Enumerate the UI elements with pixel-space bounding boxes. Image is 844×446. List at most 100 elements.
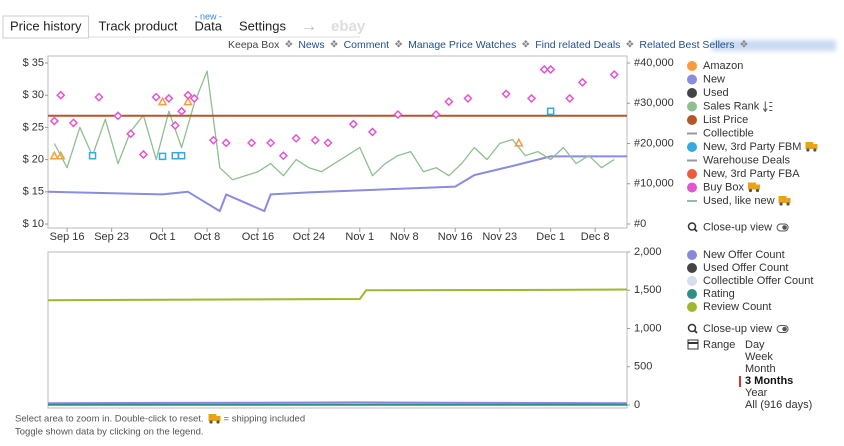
tab[interactable]: Track product <box>99 18 178 33</box>
price-point <box>88 151 97 160</box>
range-option[interactable]: Week <box>745 351 773 363</box>
legend-swatch[interactable] <box>687 182 697 193</box>
calendar-icon <box>687 339 699 350</box>
link-separator: ❖ <box>625 40 634 51</box>
y2-tick-label: #40,000 <box>634 57 674 69</box>
link-separator: ❖ <box>284 40 293 51</box>
y-tick-label: $ 20 <box>23 154 44 166</box>
ebay-logo[interactable]: ebay <box>331 18 366 35</box>
buy-box-point <box>463 93 473 103</box>
closeup-label[interactable]: Close-up view <box>703 323 772 335</box>
legend-swatch[interactable] <box>687 74 697 85</box>
legend-label[interactable]: Rating <box>703 288 735 300</box>
tab[interactable]: Price history <box>10 18 82 33</box>
legend-label[interactable]: Amazon <box>703 60 743 72</box>
shipping-icon <box>208 414 217 421</box>
legend-label[interactable]: New, 3rd Party FBM <box>703 141 801 153</box>
y-tick-label: $ 25 <box>23 121 44 133</box>
shipping-icon <box>747 182 756 190</box>
buy-box-point <box>177 106 187 116</box>
range-option[interactable]: Year <box>745 387 768 399</box>
legend-swatch[interactable] <box>687 302 697 312</box>
buy-box-point <box>138 149 149 160</box>
offer-chart-frame <box>47 251 628 409</box>
y2-tick-label: #20,000 <box>634 137 674 149</box>
legend-swatch[interactable] <box>687 61 697 71</box>
shipping-icon <box>209 420 213 424</box>
series-line <box>53 70 615 181</box>
link-separator: ❖ <box>330 40 339 51</box>
price-point <box>157 96 168 106</box>
x-tick-label: Sep 23 <box>94 231 129 243</box>
legend-swatch[interactable] <box>687 289 697 299</box>
legend-swatch[interactable] <box>687 142 697 152</box>
closeup-label[interactable]: Close-up view <box>703 221 772 233</box>
buy-box-point <box>501 89 511 99</box>
legend-label[interactable]: List Price <box>703 114 748 126</box>
buy-box-point <box>49 116 59 126</box>
shipping-icon <box>216 416 221 421</box>
buy-box-point <box>577 77 588 87</box>
range-option[interactable]: All (916 days) <box>745 399 812 411</box>
buy-box-point <box>151 92 161 102</box>
y2-tick-label: 1,000 <box>634 322 662 334</box>
range-option[interactable]: 3 Months <box>745 375 793 387</box>
link[interactable]: Related Best Sellers <box>639 39 734 51</box>
buy-box-point <box>609 70 619 80</box>
legend-label[interactable]: Used Offer Count <box>703 262 788 274</box>
legend-swatch[interactable] <box>687 101 697 112</box>
range-option[interactable]: Month <box>745 363 776 375</box>
legend-swatch[interactable] <box>687 115 697 125</box>
footer-hint: Select area to zoom in. Double-click to … <box>15 414 204 425</box>
price-chart-frame <box>47 55 628 229</box>
legend-label[interactable]: Buy Box <box>703 181 744 193</box>
x-tick-label: Nov 23 <box>482 231 517 243</box>
legend-label[interactable]: Collectible <box>703 127 754 139</box>
legend-label[interactable]: Sales Rank <box>703 100 760 112</box>
legend-swatch[interactable] <box>687 276 697 286</box>
toggle-icon[interactable] <box>782 326 787 332</box>
shipping-icon <box>806 148 810 152</box>
buy-box-point <box>170 120 180 131</box>
legend-swatch[interactable] <box>687 263 697 273</box>
legend-label[interactable]: New Offer Count <box>703 249 785 261</box>
y-tick-label: $ 10 <box>23 218 44 230</box>
legend-label[interactable]: Warehouse Deals <box>703 154 791 166</box>
legend-label[interactable]: New, 3rd Party FBA <box>703 168 800 180</box>
sort-icon <box>762 101 773 113</box>
link[interactable]: Comment <box>344 39 390 51</box>
legend-swatch[interactable] <box>687 88 697 98</box>
x-tick-label: Nov 1 <box>345 231 374 243</box>
legend-label[interactable]: New <box>703 73 725 85</box>
y-tick-label: $ 15 <box>23 186 44 198</box>
range-label: Range <box>703 339 735 351</box>
buy-box-point <box>278 151 288 161</box>
legend-swatch[interactable] <box>687 169 697 179</box>
buy-box-point <box>546 64 556 75</box>
price-point <box>183 96 193 106</box>
legend-label[interactable]: Review Count <box>703 301 771 313</box>
toggle-icon[interactable] <box>782 225 787 230</box>
range-option[interactable]: Day <box>745 339 765 351</box>
magnifier-icon <box>687 222 697 231</box>
y2-tick-label: 0 <box>634 399 640 411</box>
link[interactable]: Manage Price Watches <box>408 39 516 51</box>
x-tick-label: Nov 8 <box>390 231 419 243</box>
legend-label[interactable]: Used <box>703 87 729 99</box>
tab[interactable]: Settings <box>239 18 286 33</box>
active-tab[interactable] <box>2 15 90 39</box>
shipping-icon <box>755 184 760 190</box>
legend-label[interactable]: Used, like new <box>703 195 775 207</box>
x-tick-label: Oct 8 <box>194 231 220 243</box>
x-tick-label: Dec 8 <box>581 231 610 243</box>
legend-swatch[interactable] <box>687 250 697 260</box>
tab[interactable]: Data <box>195 18 223 33</box>
range-selected-bar <box>739 376 741 387</box>
link[interactable]: News <box>298 39 324 51</box>
y-tick-label: $ 30 <box>23 89 44 101</box>
y2-tick-label: 2,000 <box>634 246 662 258</box>
y2-tick-label: #10,000 <box>634 178 674 190</box>
link[interactable]: Find related Deals <box>535 39 620 51</box>
shipping-icon <box>813 144 818 149</box>
legend-label[interactable]: Collectible Offer Count <box>703 275 813 287</box>
